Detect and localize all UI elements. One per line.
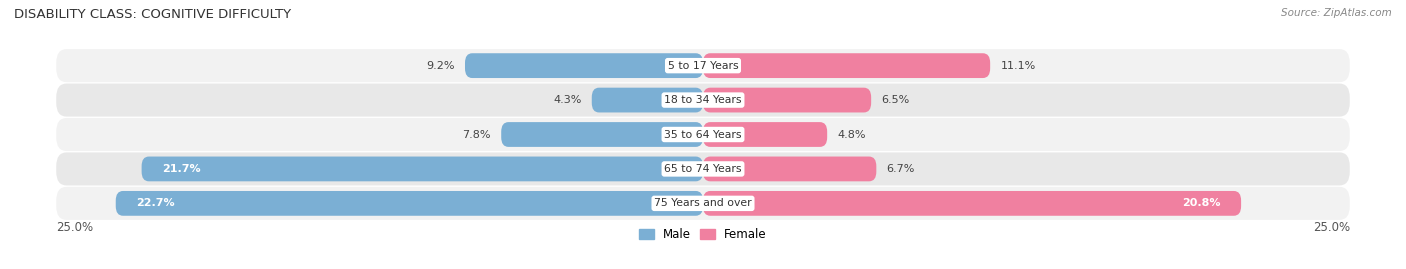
Text: 11.1%: 11.1% — [1001, 61, 1036, 71]
Text: 4.8%: 4.8% — [838, 129, 866, 140]
Text: 20.8%: 20.8% — [1182, 198, 1220, 208]
Legend: Male, Female: Male, Female — [634, 223, 772, 246]
FancyBboxPatch shape — [56, 118, 1350, 151]
FancyBboxPatch shape — [703, 53, 990, 78]
FancyBboxPatch shape — [56, 49, 1350, 82]
Text: 21.7%: 21.7% — [162, 164, 201, 174]
FancyBboxPatch shape — [703, 122, 827, 147]
Text: 65 to 74 Years: 65 to 74 Years — [664, 164, 742, 174]
Text: 4.3%: 4.3% — [553, 95, 582, 105]
FancyBboxPatch shape — [703, 88, 872, 112]
Text: 6.5%: 6.5% — [882, 95, 910, 105]
FancyBboxPatch shape — [703, 191, 1241, 216]
Text: 18 to 34 Years: 18 to 34 Years — [664, 95, 742, 105]
Text: 5 to 17 Years: 5 to 17 Years — [668, 61, 738, 71]
Text: 35 to 64 Years: 35 to 64 Years — [664, 129, 742, 140]
Text: 6.7%: 6.7% — [887, 164, 915, 174]
FancyBboxPatch shape — [465, 53, 703, 78]
FancyBboxPatch shape — [56, 84, 1350, 116]
Text: 25.0%: 25.0% — [56, 221, 93, 233]
Text: 75 Years and over: 75 Years and over — [654, 198, 752, 208]
FancyBboxPatch shape — [501, 122, 703, 147]
FancyBboxPatch shape — [56, 153, 1350, 185]
FancyBboxPatch shape — [115, 191, 703, 216]
Text: 7.8%: 7.8% — [463, 129, 491, 140]
Text: 25.0%: 25.0% — [1313, 221, 1350, 233]
Text: 9.2%: 9.2% — [426, 61, 454, 71]
Text: 22.7%: 22.7% — [136, 198, 176, 208]
FancyBboxPatch shape — [56, 187, 1350, 220]
Text: Source: ZipAtlas.com: Source: ZipAtlas.com — [1281, 8, 1392, 18]
FancyBboxPatch shape — [703, 157, 876, 181]
FancyBboxPatch shape — [592, 88, 703, 112]
FancyBboxPatch shape — [142, 157, 703, 181]
Text: DISABILITY CLASS: COGNITIVE DIFFICULTY: DISABILITY CLASS: COGNITIVE DIFFICULTY — [14, 8, 291, 21]
